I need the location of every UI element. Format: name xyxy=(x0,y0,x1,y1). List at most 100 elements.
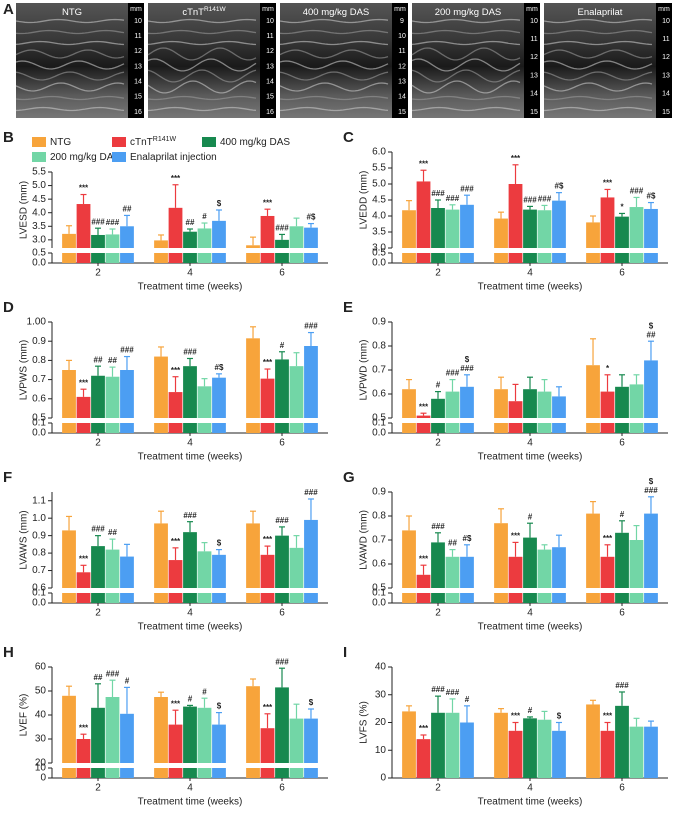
significance-label: $ xyxy=(649,477,654,486)
echo-trace xyxy=(15,82,125,92)
significance-label: *** xyxy=(171,174,181,183)
bar-lower xyxy=(105,593,120,603)
bar xyxy=(105,697,120,763)
y-axis-label: LVESD (mm) xyxy=(19,181,30,239)
bar xyxy=(586,513,600,588)
significance-label: *** xyxy=(603,712,613,721)
significance-label: ### xyxy=(275,224,289,233)
significance-label: # xyxy=(188,695,193,704)
x-tick-label: 4 xyxy=(527,783,533,794)
bar xyxy=(212,724,226,763)
scale-label: 12 xyxy=(266,48,274,55)
scale-label: 11 xyxy=(398,48,405,55)
significance-label: *** xyxy=(603,534,613,543)
image-title-text: Enalaprilat xyxy=(578,7,623,18)
bar-lower xyxy=(197,423,212,433)
echo-image xyxy=(412,3,540,118)
bar-lower xyxy=(91,253,105,263)
bar xyxy=(460,556,474,588)
bar xyxy=(402,711,416,778)
bar xyxy=(168,724,183,763)
bar xyxy=(304,519,318,588)
bar xyxy=(523,718,537,778)
bar-lower xyxy=(62,423,76,433)
y-axis-label: LVPWD (mm) xyxy=(359,340,370,401)
y-tick-label: 0.7 xyxy=(32,374,46,385)
x-axis-label: Treatment time (weeks) xyxy=(478,282,583,293)
y-tick-label: 10 xyxy=(375,745,387,756)
legend-text: NTG xyxy=(50,137,71,148)
bar-lower xyxy=(644,593,658,603)
bar-lower xyxy=(615,593,629,603)
bar xyxy=(183,706,197,763)
legend-text: 200 mg/kg DAS xyxy=(50,152,120,163)
significance-label: $ xyxy=(309,698,314,707)
bar-lower xyxy=(246,423,260,433)
bar-lower xyxy=(460,593,474,603)
bar-lower xyxy=(197,253,212,263)
bar-lower xyxy=(416,593,431,603)
y-tick-label: 30 xyxy=(35,734,47,745)
bar xyxy=(431,208,445,248)
legend-label: 400 mg/kg DAS xyxy=(220,137,290,148)
bar-lower xyxy=(552,423,566,433)
bar-lower xyxy=(402,253,416,263)
bar xyxy=(120,226,134,248)
bar xyxy=(212,554,226,588)
bar xyxy=(537,391,552,418)
y-tick-label: 20 xyxy=(35,758,47,769)
echo-trace xyxy=(411,29,521,35)
bar-lower xyxy=(246,593,260,603)
bar xyxy=(120,713,134,763)
bar-lower xyxy=(402,593,416,603)
image-title: NTG xyxy=(62,7,82,18)
significance-label: ### xyxy=(538,195,552,204)
scale-strip xyxy=(524,3,540,118)
bar-lower xyxy=(537,253,552,263)
bar-lower xyxy=(212,253,226,263)
x-tick-label: 4 xyxy=(527,608,533,619)
bar-lower xyxy=(445,593,460,603)
legend-swatch xyxy=(32,152,46,162)
significance-label: *** xyxy=(171,699,181,708)
bar-lower xyxy=(275,253,289,263)
scale-label: 11 xyxy=(266,33,273,40)
panel-label: F xyxy=(3,469,12,486)
bar xyxy=(445,556,460,588)
y-tick-label: 0 xyxy=(40,773,46,784)
bar xyxy=(494,712,508,778)
bar xyxy=(275,535,289,588)
bar-lower xyxy=(416,253,431,263)
bar-lower xyxy=(212,768,226,778)
bar xyxy=(76,739,91,763)
bar xyxy=(523,209,537,248)
significance-label: #$ xyxy=(215,363,224,372)
x-tick-label: 6 xyxy=(279,608,285,619)
echo-trace xyxy=(279,106,389,112)
y-tick-label: 0.0 xyxy=(372,428,386,439)
echo-trace xyxy=(15,40,125,46)
bar xyxy=(212,377,226,418)
echo-trace xyxy=(411,69,521,83)
bar xyxy=(552,396,566,418)
legend-label: 200 mg/kg DAS xyxy=(50,152,120,163)
bar xyxy=(197,551,212,588)
bar-lower xyxy=(260,593,275,603)
bar xyxy=(289,226,304,248)
y-axis-label: LVAWD (mm) xyxy=(359,510,370,570)
bar-lower xyxy=(105,423,120,433)
bar-lower xyxy=(275,423,289,433)
bar-lower xyxy=(105,768,120,778)
significance-label: *** xyxy=(79,184,89,193)
bar-lower xyxy=(154,253,168,263)
y-tick-label: 0.9 xyxy=(32,530,46,541)
bar xyxy=(183,366,197,418)
y-tick-label: 0.6 xyxy=(372,559,386,570)
bar xyxy=(629,384,644,418)
scale-label: 12 xyxy=(662,54,670,61)
bar-lower xyxy=(552,593,566,603)
x-tick-label: 6 xyxy=(279,268,285,279)
x-tick-label: 6 xyxy=(279,783,285,794)
scale-label: 10 xyxy=(266,18,274,25)
significance-label: *** xyxy=(511,154,521,163)
